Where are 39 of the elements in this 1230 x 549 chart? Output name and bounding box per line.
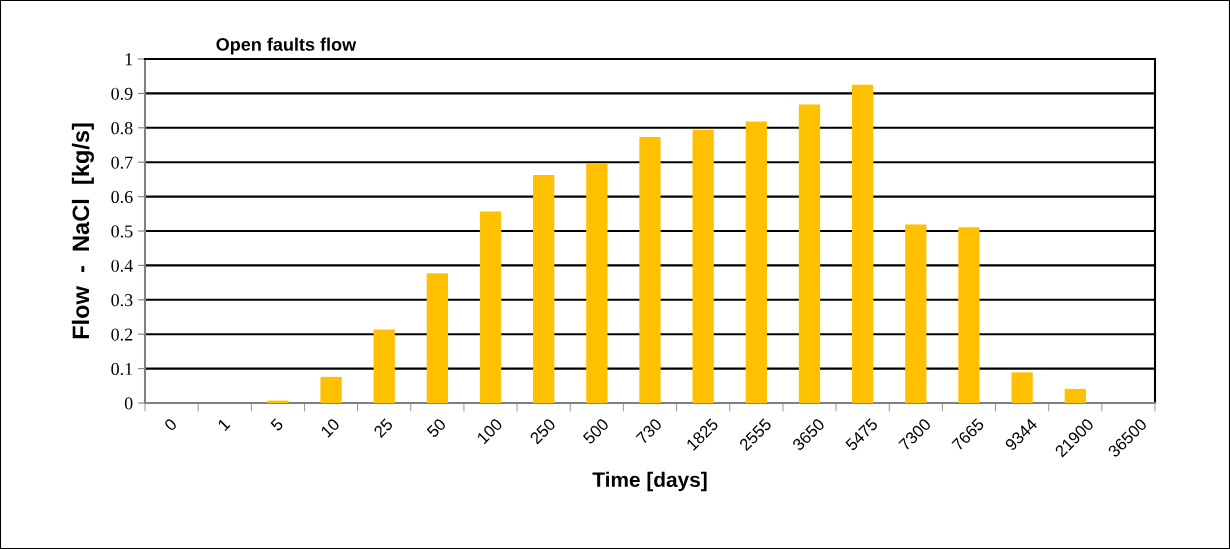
chart-title: Open faults flow: [216, 37, 357, 55]
bar: [852, 84, 874, 403]
y-tick-label: 0.8: [111, 122, 133, 135]
x-tick-label: 5: [270, 417, 284, 432]
y-tick-label: 0: [124, 397, 133, 410]
x-tick-label: 1: [217, 417, 231, 432]
bar: [639, 137, 661, 403]
y-tick-label: 1: [125, 53, 133, 66]
x-axis-title: Time [days]: [592, 471, 707, 492]
bar: [958, 227, 980, 403]
bar: [798, 104, 821, 403]
y-tick-label: 0.9: [111, 87, 133, 100]
y-axis-title: Flow - NaCl [kg/s]: [71, 123, 94, 339]
x-tick-label: 10: [320, 417, 341, 438]
bar: [586, 163, 608, 403]
x-tick-label: 730: [635, 417, 663, 445]
bar: [745, 121, 767, 403]
bar: [373, 329, 395, 403]
y-tick-label: 0.1: [111, 362, 133, 376]
y-tick-label: 0.3: [111, 294, 133, 307]
bar: [533, 174, 555, 403]
bar: [320, 376, 342, 403]
x-tick-label: 25: [373, 417, 394, 439]
y-tick-label: 0.5: [111, 225, 133, 238]
y-tick-label: 0.4: [111, 259, 133, 272]
bar: [1064, 388, 1086, 403]
y-tick-label: 0.2: [111, 328, 133, 341]
y-tick-label: 0.7: [111, 156, 133, 169]
y-tick-label: 0.6: [111, 190, 133, 204]
bar: [479, 211, 502, 403]
x-tick-label: 500: [582, 417, 610, 445]
bar: [905, 224, 927, 403]
x-tick-label: 250: [529, 417, 557, 445]
bar: [692, 129, 714, 403]
x-tick-label: 100: [476, 417, 504, 445]
bar: [426, 273, 448, 403]
x-tick-label: 0: [163, 417, 178, 432]
x-tick-label: 50: [426, 417, 447, 439]
bar: [1011, 372, 1033, 403]
